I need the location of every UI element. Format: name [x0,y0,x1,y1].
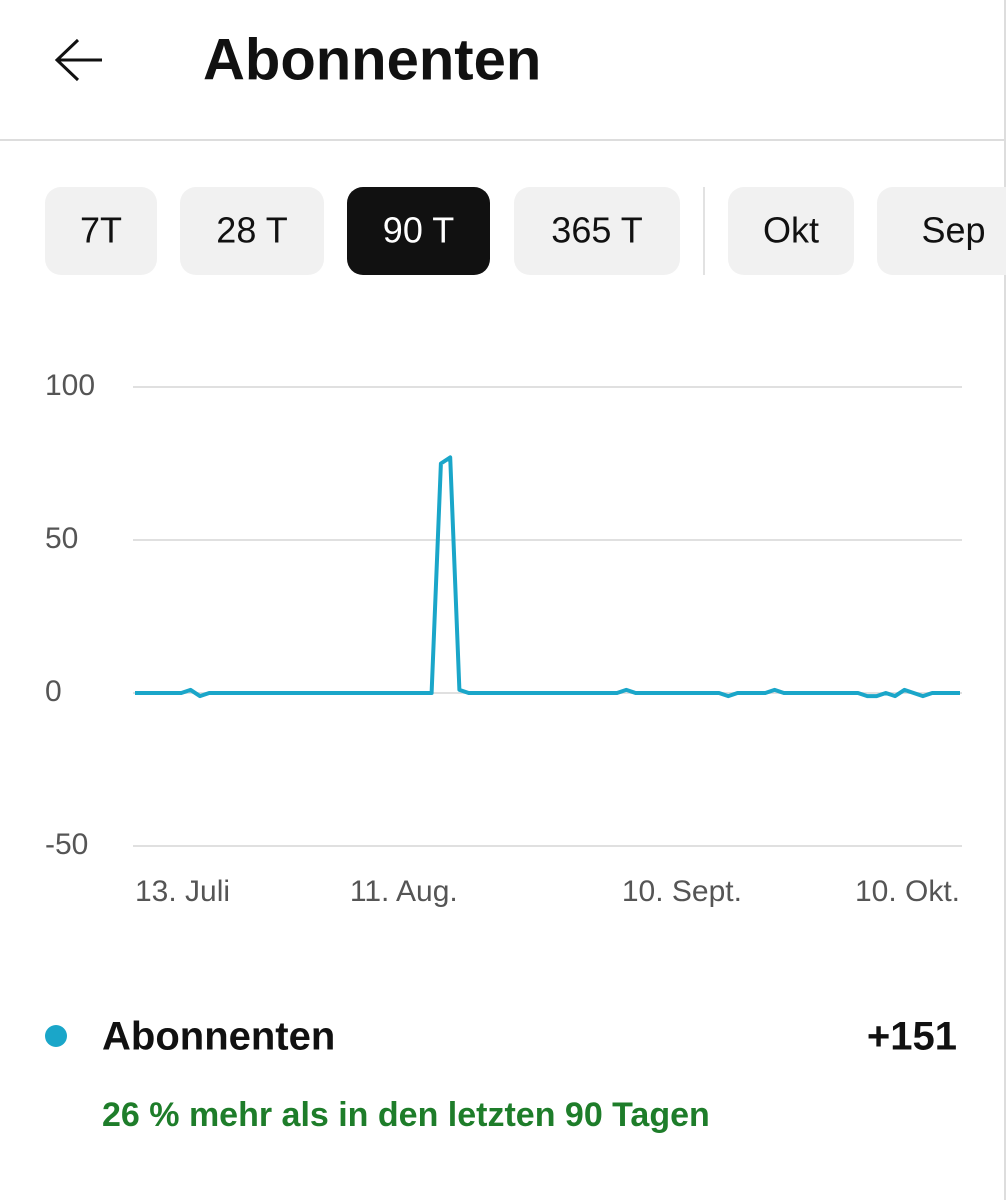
y-tick-label: 50 [45,522,78,555]
tab[interactable]: 365 T [514,187,680,275]
back-button[interactable] [54,38,102,82]
comparison-note: 26 % mehr als in den letzten 90 Tagen [102,1096,710,1134]
tab-label: Okt [763,210,819,251]
y-tick-label: 100 [45,369,95,402]
tab[interactable]: 28 T [180,187,324,275]
tab-label: 365 T [551,210,642,251]
x-tick-label: 11. Aug. [350,875,458,908]
tab-label: Sep [921,210,985,251]
tab-label: 7T [80,210,122,251]
tab[interactable]: 7T [45,187,157,275]
data-line [135,455,960,699]
tab-background [514,187,680,275]
chart: -50 0 50 100 13. Juli 11. Aug. 10. Sept. 10. Ok… [45,369,962,908]
tab-background [180,187,324,275]
tab[interactable]: Sep [877,187,1006,275]
tab-bar: 7T 28 T 90 T 365 T Okt Sep [45,187,1006,275]
tab[interactable]: 90 T [347,187,490,275]
total-value: +151 [867,1015,957,1059]
back-arrow [54,38,102,82]
y-tick-label: 0 [45,675,62,708]
x-tick-label: 10. Sept. [622,875,742,908]
legend-label: Abonnenten [102,1015,335,1059]
legend-dot [45,1025,67,1047]
x-tick-label: 10. Okt. [855,875,960,908]
tab-background [45,187,157,275]
tab-background [877,187,1006,275]
tab-background [347,187,490,275]
y-tick-label: -50 [45,828,88,861]
tab[interactable]: Okt [728,187,854,275]
x-tick-label: 13. Juli [135,875,230,908]
page-title: Abonnenten [203,27,541,92]
tab-background [728,187,854,275]
tab-label: 90 T [383,210,454,251]
tab-label: 28 T [216,210,287,251]
